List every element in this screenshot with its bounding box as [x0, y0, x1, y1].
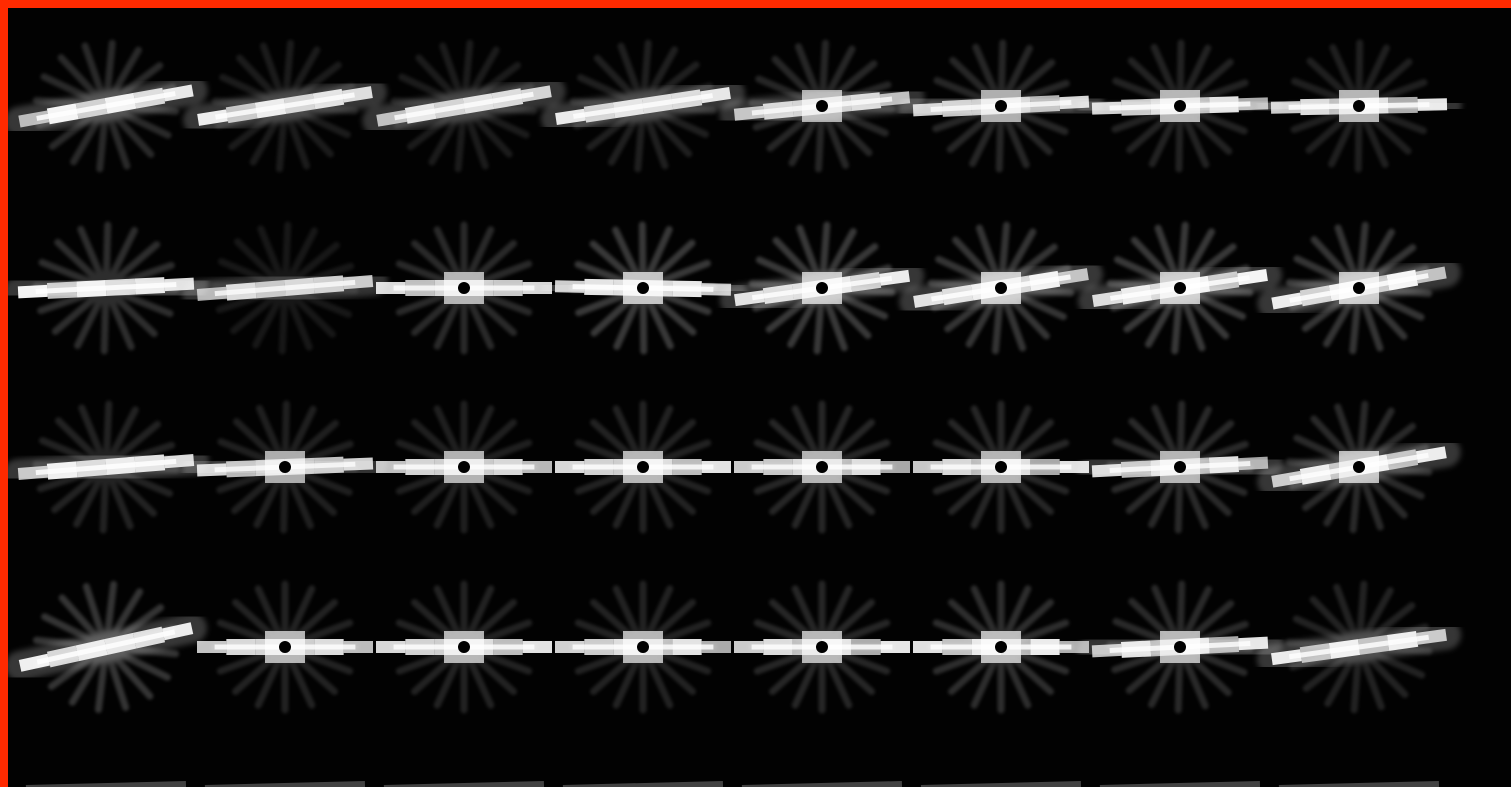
- glyph: [540, 580, 746, 714]
- glyph-center-dot: [816, 282, 828, 294]
- glyph: [8, 400, 209, 534]
- glyph: [898, 580, 1104, 714]
- glyph-center-dot: [458, 282, 470, 294]
- glyph-center-dot: [458, 641, 470, 653]
- glyph: [898, 400, 1104, 534]
- glyph-core: [215, 92, 355, 120]
- glyph-center-dot: [1174, 100, 1186, 112]
- glyph-core: [573, 93, 713, 119]
- glyph-center-dot: [1174, 641, 1186, 653]
- glyph-band: [8, 400, 1461, 534]
- glyph: [719, 221, 925, 355]
- glyph: [8, 39, 208, 173]
- glyph-center-dot: [279, 461, 291, 473]
- glyph: [1256, 580, 1462, 714]
- glyph: [898, 39, 1104, 173]
- glyph: [1077, 400, 1283, 534]
- glyph-band: [8, 580, 1462, 714]
- glyph: [719, 400, 925, 534]
- glyph-center-dot: [279, 641, 291, 653]
- glyph: [899, 221, 1103, 355]
- glyph-core: [36, 91, 176, 121]
- glyph: [719, 580, 925, 714]
- glyph: [182, 400, 388, 534]
- glyph-center-dot: [458, 461, 470, 473]
- glyph: [1257, 221, 1461, 355]
- glyph-center-dot: [816, 100, 828, 112]
- glyph-band: [8, 39, 1462, 173]
- glyph-core: [394, 91, 534, 121]
- glyph: [361, 400, 567, 534]
- glyph-center-dot: [816, 461, 828, 473]
- glyph: [719, 39, 925, 173]
- glyph: [8, 580, 207, 714]
- glyph-core: [1288, 634, 1430, 660]
- glyph: [8, 221, 209, 355]
- glyph-band: [8, 221, 1461, 355]
- glyph-center-dot: [1353, 282, 1365, 294]
- glyph-center-dot: [1353, 461, 1365, 473]
- glyph-layer: [8, 39, 1462, 787]
- glyph: [540, 221, 746, 355]
- glyph: [540, 39, 746, 173]
- glyph-center-dot: [995, 100, 1007, 112]
- glyph-core: [36, 629, 176, 665]
- glyph: [182, 221, 388, 355]
- glyph-center-dot: [816, 641, 828, 653]
- glyph-center-dot: [1353, 100, 1365, 112]
- glyph: [540, 400, 746, 534]
- glyph: [361, 221, 567, 355]
- glyph: [1256, 39, 1462, 173]
- glyph-field-visualization: [8, 8, 1511, 787]
- glyph: [182, 580, 388, 714]
- glyph: [362, 39, 566, 173]
- glyph: [1077, 580, 1283, 714]
- glyph-core: [35, 281, 177, 295]
- glyph: [1077, 221, 1283, 355]
- glyph-center-dot: [637, 461, 649, 473]
- glyph-center-dot: [637, 641, 649, 653]
- glyph-core: [35, 458, 177, 476]
- glyph-center-dot: [637, 282, 649, 294]
- glyph-center-dot: [1174, 461, 1186, 473]
- glyph: [361, 580, 567, 714]
- glyph: [1257, 400, 1461, 534]
- glyph: [183, 39, 387, 173]
- glyph-center-dot: [995, 282, 1007, 294]
- glyph-center-dot: [1174, 282, 1186, 294]
- glyph-center-dot: [995, 641, 1007, 653]
- glyph-core: [214, 279, 356, 297]
- glyph-center-dot: [995, 461, 1007, 473]
